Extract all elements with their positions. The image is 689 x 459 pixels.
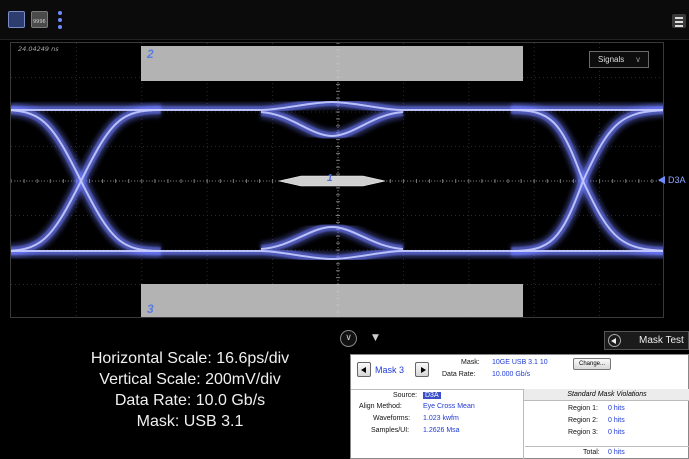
source-value[interactable]: D3A [423, 392, 441, 399]
mask-name: Mask: USB 3.1 [136, 413, 244, 430]
mask-region-2 [141, 46, 523, 81]
horizontal-scale: Horizontal Scale: 16.6ps/div [90, 350, 290, 367]
waveforms-value: 1.023 kwfm [423, 415, 459, 422]
mask-test-panel: Mask 3 Mask: 10GE USB 3.1 10 Change... D… [350, 354, 689, 459]
mask-region-1-label: 1 [327, 173, 333, 184]
channel-marker[interactable]: D3A [658, 173, 689, 187]
timebase-readout: 24.04249 ns [18, 45, 59, 53]
waveform-view-button[interactable]: 9996 [31, 11, 48, 28]
mask-label: Mask: [461, 359, 480, 366]
hamburger-icon[interactable] [672, 14, 686, 28]
chevron-down-icon: ∨ [635, 55, 641, 64]
eye-diagram [11, 43, 663, 317]
display-mode-button[interactable] [8, 11, 25, 28]
eye-traces [11, 94, 663, 267]
mask-region-1 [278, 175, 386, 187]
mask-index: Mask 3 [375, 365, 405, 375]
change-mask-button[interactable]: Change... [573, 358, 611, 370]
back-arrow-icon[interactable] [608, 334, 621, 347]
scope-display[interactable]: 24.04249 ns Signals ∨ 2 1 3 [10, 42, 664, 318]
divider [351, 389, 689, 390]
total-value: 0 hits [608, 449, 625, 456]
total-label: Total: [583, 449, 600, 456]
samples-value: 1.2626 Msa [423, 427, 460, 434]
mask-region-2-label: 2 [147, 47, 154, 61]
next-mask-button[interactable] [415, 362, 429, 377]
align-method-value[interactable]: Eye Cross Mean [423, 403, 475, 410]
mask-region-3-label: 3 [147, 302, 154, 316]
signals-label: Signals [598, 55, 625, 64]
region-1-label: Region 1: [568, 405, 598, 412]
mask-violations-table: Standard Mask Violations Region 1: 0 hit… [523, 389, 689, 459]
more-options-icon[interactable] [56, 11, 64, 29]
data-rate: Data Rate: 10.0 Gb/s [114, 392, 266, 409]
region-2-label: Region 2: [568, 417, 598, 424]
waveform-view-label: 9996 [33, 19, 46, 25]
signals-dropdown[interactable]: Signals ∨ [589, 51, 649, 68]
total-divider [525, 446, 689, 447]
samples-label: Samples/UI: [371, 427, 410, 434]
top-toolbar: 9996 [0, 0, 689, 40]
vertical-scale: Vertical Scale: 200mV/div [99, 371, 281, 388]
channel-label: D3A [668, 175, 686, 185]
waveforms-label: Waveforms: [373, 415, 411, 422]
scale-info: Horizontal Scale: 16.6ps/div Vertical Sc… [40, 348, 340, 432]
source-label: Source: [393, 392, 418, 399]
mask-value: 10GE USB 3.1 10 [492, 359, 548, 366]
region-1-value: 0 hits [608, 405, 625, 412]
data-rate-value: 10.000 Gb/s [492, 371, 531, 378]
region-3-label: Region 3: [568, 429, 598, 436]
data-rate-label: Data Rate: [442, 371, 476, 378]
pin-icon[interactable]: ▼ [372, 333, 379, 343]
violations-header: Standard Mask Violations [524, 389, 689, 401]
region-2-value: 0 hits [608, 417, 625, 424]
align-method-label: Align Method: [359, 403, 402, 410]
prev-mask-button[interactable] [357, 362, 371, 377]
channel-arrow-icon [658, 176, 665, 184]
mask-test-tab[interactable]: Mask Test [604, 331, 689, 350]
region-3-value: 0 hits [608, 429, 625, 436]
mask-region-3 [141, 284, 523, 317]
mask-test-title: Mask Test [639, 335, 684, 346]
collapse-chevron-icon[interactable]: ∨ [340, 330, 357, 347]
